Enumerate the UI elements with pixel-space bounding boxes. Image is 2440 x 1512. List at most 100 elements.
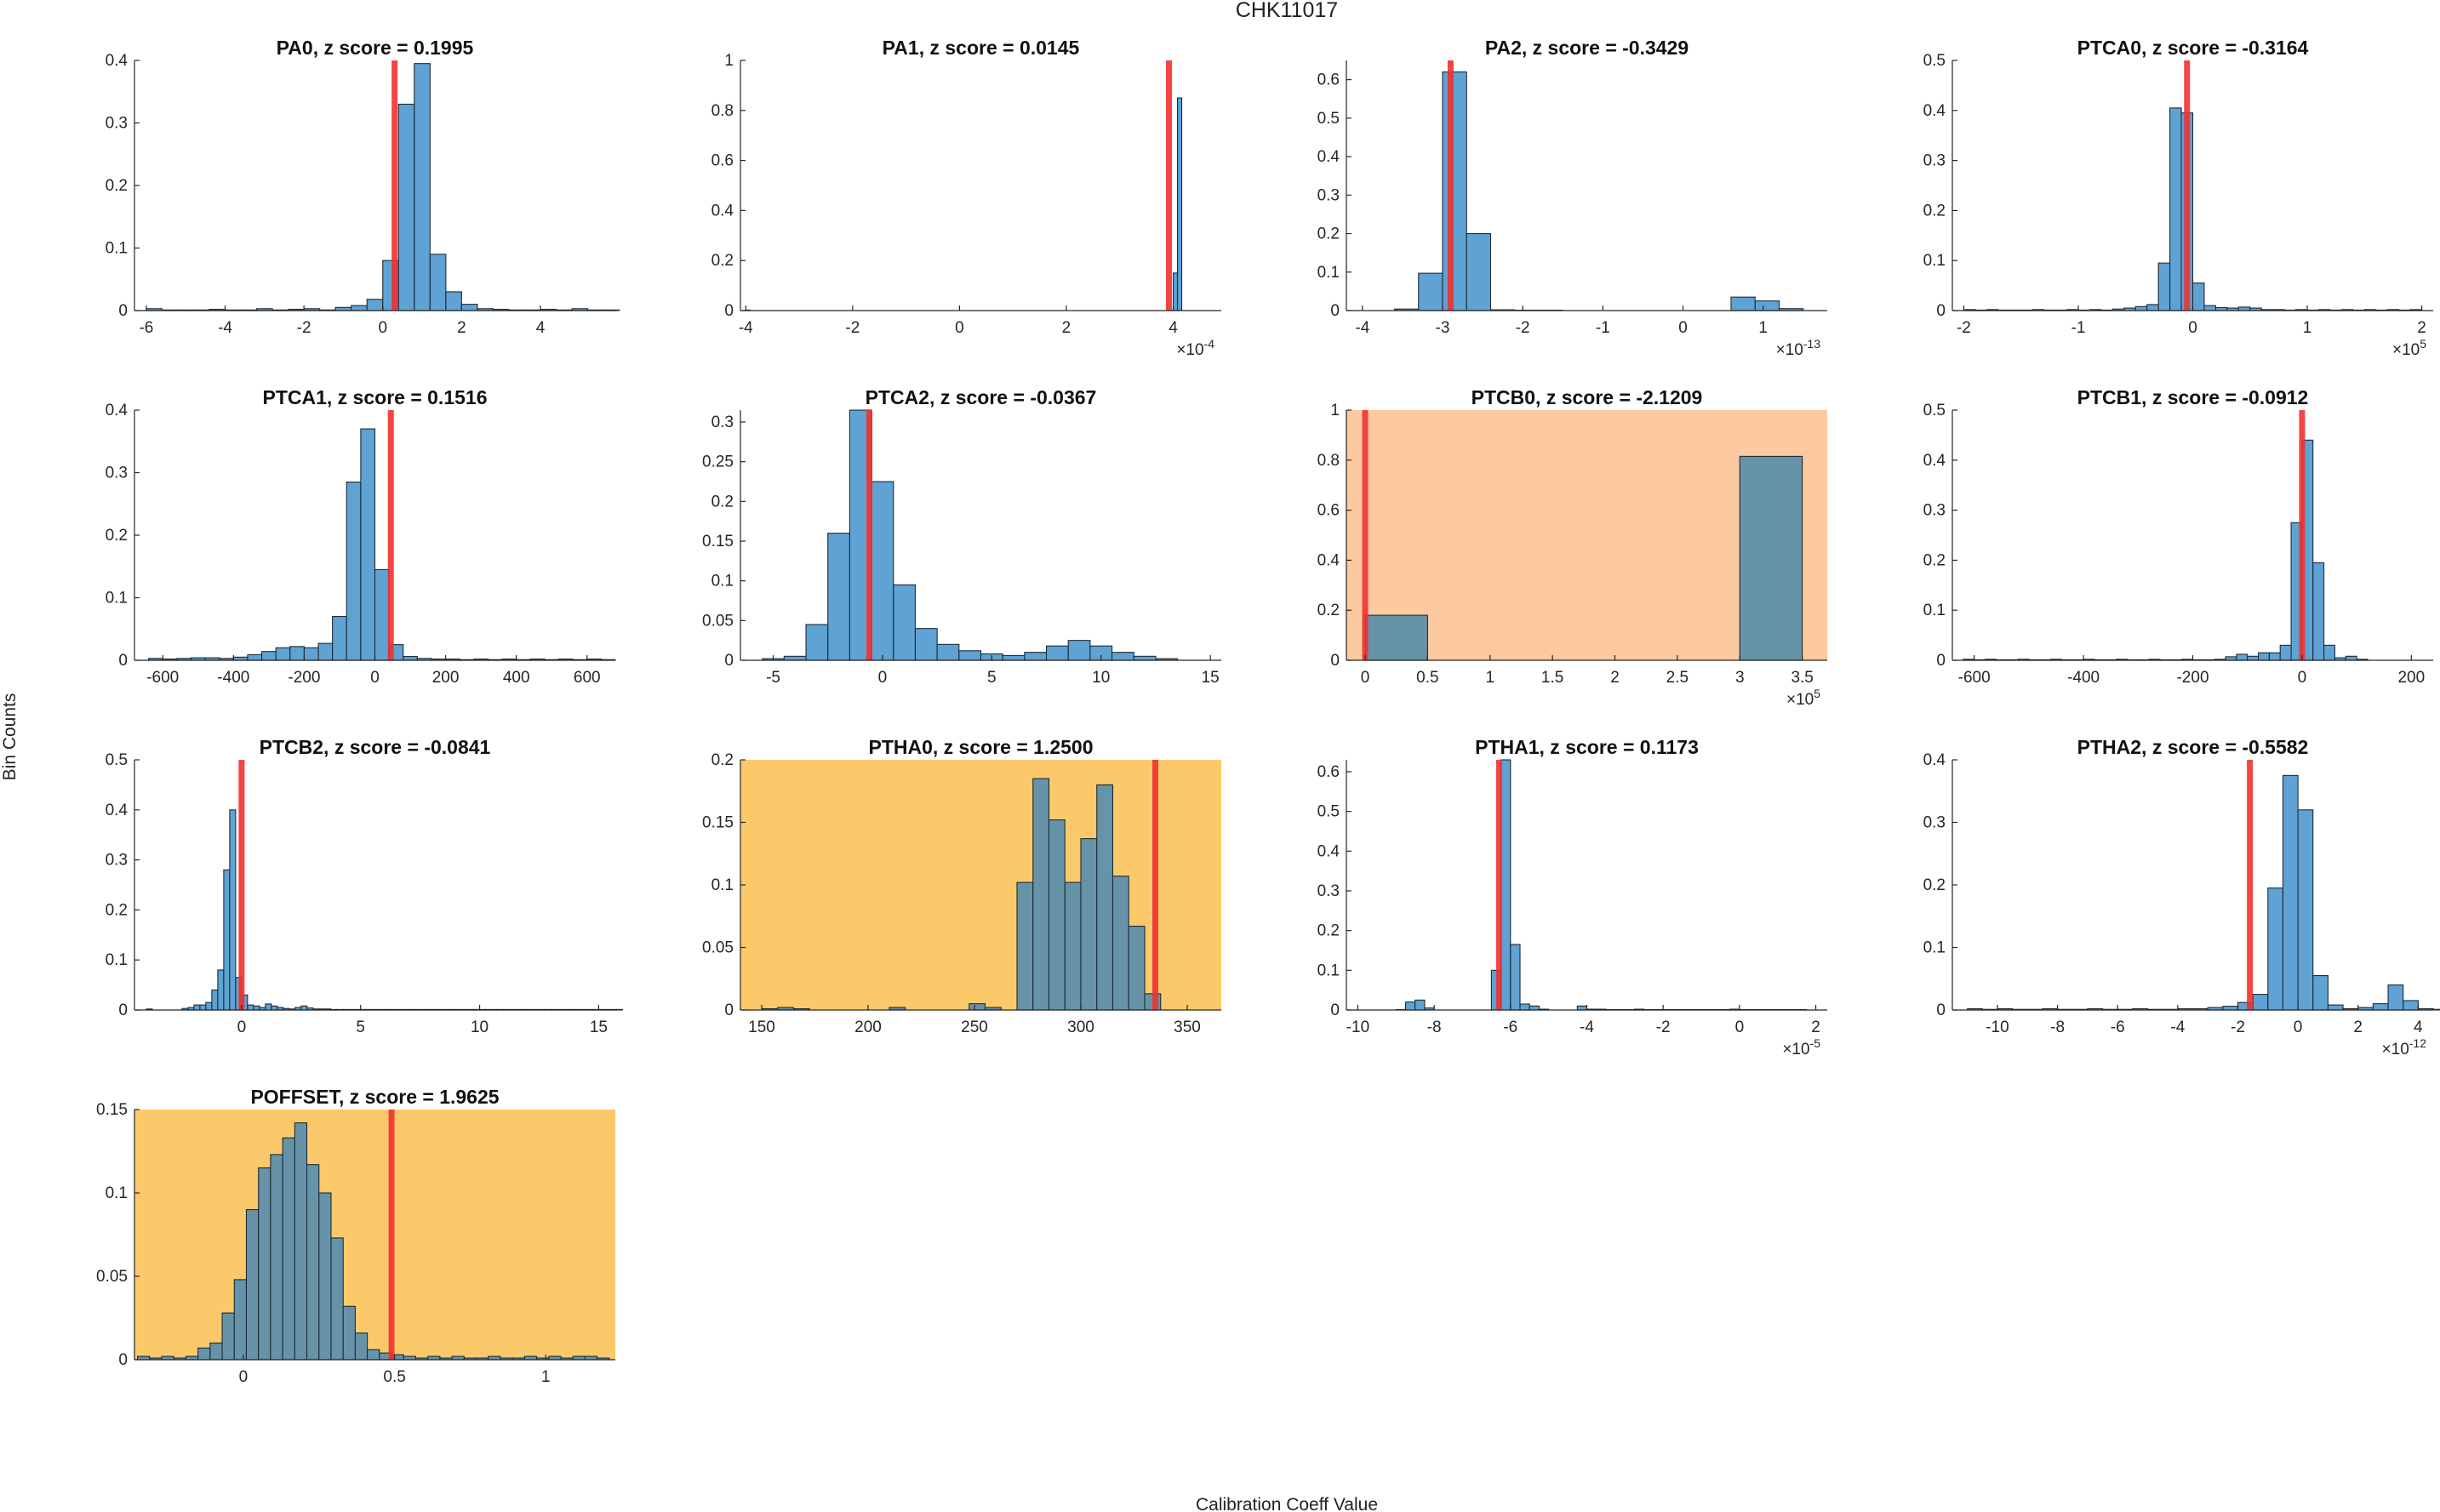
y-tick-label: 0.8 [1317, 452, 1340, 470]
y-tick-label: 1 [724, 52, 734, 70]
histogram-bar [346, 481, 362, 661]
highlight-background [134, 1110, 615, 1360]
y-tick-label: 0.1 [1923, 252, 1946, 270]
histogram-bar [247, 1004, 254, 1011]
subplot-0: -6 -4 -2 0 2 4 0 0.1 0.2 0.3 0.4 PA0, z score = 0.1… [106, 37, 620, 337]
y-tick-label: 0.3 [106, 115, 128, 133]
histogram-bar [265, 1003, 272, 1011]
y-tick-label: 0.2 [1317, 225, 1340, 243]
histogram-bar [2327, 1004, 2344, 1011]
y-tick-label: 0.3 [1923, 502, 1946, 520]
histogram-bar [827, 533, 850, 661]
subplot-title: PTCB2, z score = -0.0841 [260, 736, 491, 758]
y-tick-label: 0.5 [1923, 402, 1946, 419]
x-tick-label: -2 [845, 319, 860, 337]
y-tick-label: 0.5 [106, 751, 128, 769]
histogram-bar [1404, 1001, 1416, 1011]
histogram-bar [332, 615, 347, 661]
histogram-bar [2169, 107, 2182, 311]
x-tick-label: -600 [1958, 669, 1991, 687]
histogram-bar [2257, 652, 2270, 661]
y-tick-label: 0.8 [711, 102, 734, 120]
x-tick-label: -4 [218, 319, 232, 337]
x-tick-label: 0 [1361, 669, 1370, 687]
y-tick-label: 0.3 [711, 414, 734, 431]
histogram-bar [1064, 882, 1082, 1011]
x-tick-label: 15 [1202, 669, 1220, 687]
y-tick-label: 0 [118, 652, 128, 670]
x-tick-label: 0 [370, 669, 380, 687]
y-tick-label: 0.05 [702, 939, 734, 957]
histogram-bar [253, 1005, 260, 1011]
histogram-bar [217, 969, 225, 1011]
histogram-bar [1418, 272, 1443, 311]
axis-exponent: ×105 [2392, 337, 2426, 359]
y-tick-label: 0.4 [1317, 551, 1340, 569]
y-tick-label: 0.1 [1317, 264, 1340, 282]
x-tick-label: 200 [2397, 669, 2425, 687]
x-tick-label: 3 [1735, 669, 1745, 687]
histogram-bar [1739, 455, 1803, 661]
x-tick-label: -1 [2071, 319, 2086, 337]
suptitle: CHK11017 [1236, 0, 1338, 22]
subplot-title: PTCB0, z score = -2.1209 [1471, 386, 1703, 408]
subplot-10: -10 -8 -6 -4 -2 0 2 0 0.1 0.2 0.3 0.4 0.5 0.6 PTHA1, z… [1317, 736, 1827, 1058]
x-tick-label: -2 [2231, 1018, 2245, 1036]
subplot-7: -600 -400 -200 0 200 0 0.1 0.2 0.3 0.4 0.5 PTCB1, z… [1923, 386, 2433, 687]
y-tick-label: 0.1 [106, 590, 128, 608]
x-tick-label: -2 [1516, 319, 1530, 337]
y-tick-label: 0.3 [1317, 882, 1340, 900]
histogram-bar [615, 1008, 623, 1011]
histogram-bar [871, 481, 894, 661]
x-tick-label: 2 [1811, 1018, 1820, 1036]
histogram-bar [2312, 975, 2329, 1011]
histogram-bar [1576, 1005, 1588, 1011]
histogram-bar [2191, 282, 2205, 311]
histogram-bar [354, 1332, 369, 1361]
y-tick-label: 0.2 [106, 527, 128, 545]
x-axis-label: Calibration Coeff Value [1196, 1495, 1378, 1512]
subplot-title: PTCA0, z score = -0.3164 [2077, 37, 2309, 59]
histogram-bar [2222, 1006, 2239, 1011]
histogram-bar [261, 651, 277, 661]
y-tick-label: 1 [1330, 402, 1340, 419]
y-tick-label: 0 [1330, 302, 1340, 320]
x-tick-label: 10 [471, 1018, 489, 1036]
histogram-bar [270, 1154, 283, 1361]
y-tick-label: 0.15 [96, 1101, 128, 1119]
y-tick-label: 0.6 [1317, 71, 1340, 89]
x-tick-label: 0 [2298, 669, 2307, 687]
y-tick-label: 0.4 [1317, 148, 1340, 166]
subplot-title: PA0, z score = 0.1995 [277, 37, 474, 59]
x-tick-label: -400 [217, 669, 249, 687]
histogram-bar [306, 1164, 320, 1361]
histogram-bar [351, 305, 368, 311]
x-tick-label: -4 [1580, 1018, 1594, 1036]
y-tick-label: 0.2 [106, 901, 128, 919]
y-tick-label: 0 [1936, 302, 1946, 320]
histogram-bar [197, 1347, 211, 1361]
histogram-bar [1032, 778, 1050, 1011]
y-tick-label: 0.1 [1923, 602, 1946, 619]
y-tick-label: 0.2 [711, 493, 734, 511]
histogram-bar [414, 63, 431, 311]
histogram-bar [229, 809, 237, 1011]
y-tick-label: 0.3 [106, 852, 128, 870]
y-tick-label: 0.2 [106, 177, 128, 195]
y-tick-label: 0.6 [711, 152, 734, 170]
x-tick-label: 0 [239, 1368, 249, 1386]
histogram-bar [300, 1005, 308, 1011]
x-tick-label: 2 [2417, 319, 2426, 337]
y-tick-label: 0.1 [1317, 961, 1340, 979]
histogram-bar [275, 647, 291, 661]
histogram-bar [2403, 1000, 2419, 1011]
histogram-bar [1096, 784, 1114, 1011]
subplot-title: PA2, z score = -0.3429 [1485, 37, 1689, 59]
x-tick-label: 1 [2303, 319, 2312, 337]
histogram-bar [366, 299, 384, 311]
histogram-bar [958, 650, 982, 661]
histogram-bar [2432, 1008, 2440, 1011]
x-tick-label: 0 [1735, 1018, 1745, 1036]
axis-exponent: ×10-12 [2382, 1036, 2427, 1058]
